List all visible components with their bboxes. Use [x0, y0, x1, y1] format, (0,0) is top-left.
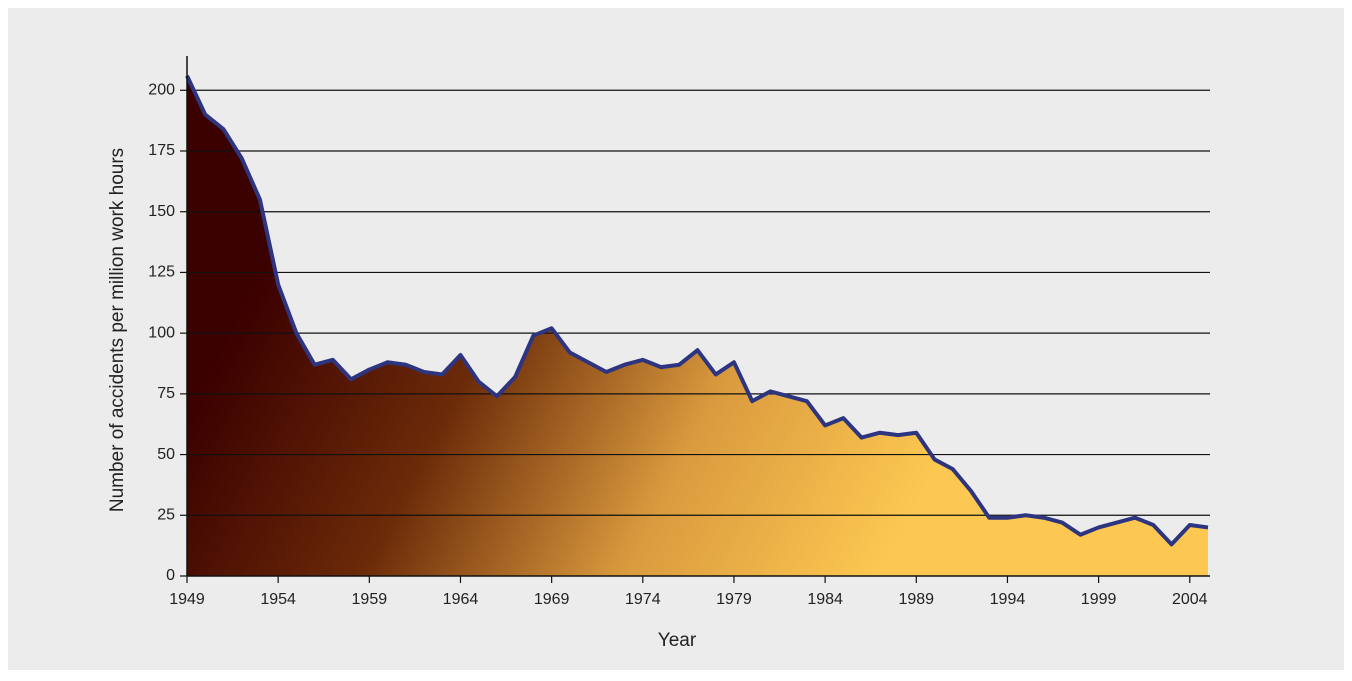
- x-tick-label: 1984: [807, 591, 843, 608]
- area-fill: [187, 75, 1208, 576]
- x-tick-label: 1979: [716, 591, 752, 608]
- x-tick-label: 2004: [1172, 591, 1208, 608]
- x-axis-label: Year: [658, 630, 697, 651]
- x-tick-label: 1994: [990, 591, 1026, 608]
- x-tick-label: 1974: [625, 591, 661, 608]
- x-tick-label: 1954: [260, 591, 296, 608]
- y-tick-label: 125: [148, 264, 175, 281]
- x-tick-label: 1969: [534, 591, 570, 608]
- y-tick-label: 100: [148, 324, 175, 341]
- y-tick-label: 175: [148, 142, 175, 159]
- y-axis-label: Number of accidents per million work hou…: [107, 148, 128, 512]
- x-tick-label: 1964: [443, 591, 479, 608]
- x-tick-label: 1999: [1081, 591, 1117, 608]
- x-tick-label: 1949: [169, 591, 205, 608]
- y-tick-label: 150: [148, 203, 175, 220]
- y-tick-label: 25: [157, 507, 175, 524]
- line: [185, 74, 1209, 547]
- y-tick-label: 0: [166, 567, 175, 584]
- x-tick-label: 1959: [352, 591, 388, 608]
- y-tick-label: 75: [157, 385, 175, 402]
- y-tick-label: 50: [157, 446, 175, 463]
- y-tick-label: 200: [148, 82, 175, 99]
- x-tick-label: 1989: [898, 591, 934, 608]
